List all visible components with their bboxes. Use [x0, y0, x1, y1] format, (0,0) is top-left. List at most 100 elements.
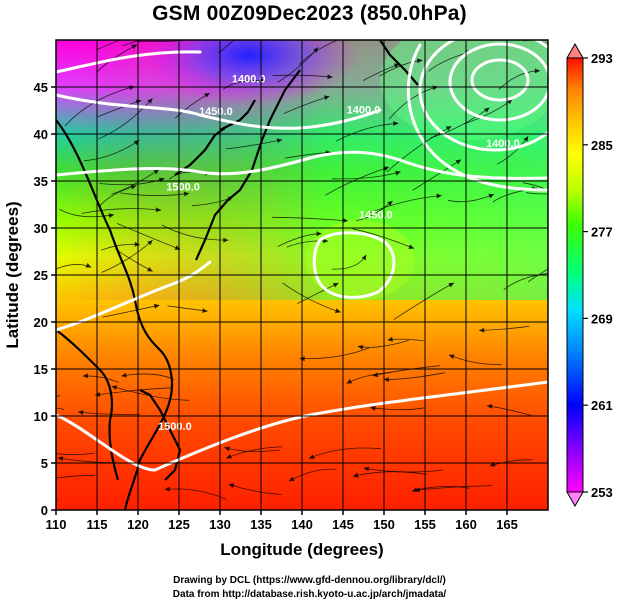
- streamline-arrow: [224, 446, 230, 452]
- y-tick-label: 5: [41, 456, 48, 471]
- y-tick-label: 45: [34, 80, 48, 95]
- streamline-arrow: [223, 237, 229, 243]
- streamline-arrow: [147, 98, 153, 104]
- streamline-arrow: [562, 17, 567, 23]
- y-tick-label: 10: [34, 409, 48, 424]
- streamline-arrow: [417, 58, 423, 64]
- streamline-arrow: [190, 32, 195, 37]
- contour-label: 1450.0: [359, 210, 393, 222]
- streamline: [272, 216, 348, 222]
- streamline: [119, 192, 190, 196]
- streamline-arrow: [395, 170, 401, 176]
- streamline-arrow: [316, 231, 322, 237]
- streamline: [83, 139, 140, 162]
- streamline-arrow: [488, 193, 494, 199]
- streamline-arrow: [111, 385, 118, 391]
- streamline: [164, 488, 227, 500]
- x-tick-label: 140: [291, 517, 313, 532]
- colorbar: 293 285 277 269 261 253: [566, 42, 613, 508]
- streamline-arrow: [202, 308, 208, 313]
- temperature-field: 1400.0 1400.0 1400.0 1450.0 1450.0 1500.0 1500…: [0, 9, 567, 510]
- streamline-arrow: [372, 372, 379, 378]
- streamline: [96, 40, 122, 51]
- streamline-arrow: [131, 44, 137, 50]
- streamline: [111, 385, 190, 401]
- streamline-arrow: [121, 372, 127, 378]
- streamline: [218, 40, 235, 54]
- streamline-arrow: [183, 191, 190, 197]
- streamline-arrow: [408, 244, 414, 249]
- streamline-arrow: [383, 166, 389, 171]
- streamline: [121, 40, 143, 47]
- streamline: [523, 40, 532, 42]
- x-tick-label: 155: [414, 517, 436, 532]
- streamline-arrow: [160, 26, 165, 31]
- streamline: [370, 407, 426, 411]
- colorbar-tick-label: 261: [591, 398, 613, 413]
- streamline: [429, 107, 490, 139]
- x-tick-label: 125: [168, 517, 190, 532]
- streamline-arrow: [523, 136, 529, 142]
- streamline-arrow: [387, 336, 393, 342]
- streamline: [56, 452, 95, 455]
- contour-label: 1400.0: [232, 73, 266, 85]
- streamline: [324, 166, 390, 196]
- streamline-arrow: [553, 271, 558, 276]
- streamline-arrow: [82, 373, 88, 379]
- lat-lon-grid: [56, 40, 548, 510]
- x-tick-label: 135: [250, 517, 272, 532]
- streamline-arrow: [313, 47, 319, 53]
- streamline-arrow: [383, 377, 389, 383]
- credit-dcl: Drawing by DCL (https://www.gfd-dennou.o…: [173, 575, 446, 586]
- streamline: [366, 195, 442, 215]
- streamline: [332, 171, 401, 180]
- streamline-arrow: [479, 327, 485, 333]
- streamline-arrow: [534, 68, 540, 74]
- streamline: [386, 125, 452, 173]
- streamline: [525, 192, 548, 195]
- streamline: [59, 208, 115, 218]
- streamline: [116, 223, 181, 250]
- x-tick-label: 120: [127, 517, 149, 532]
- streamline: [225, 139, 283, 150]
- contour-label: 1500.0: [166, 181, 200, 193]
- streamline-arrow: [436, 193, 442, 199]
- x-tick-label: 130: [209, 517, 231, 532]
- streamline-arrow: [12, 497, 18, 502]
- streamline-arrow: [153, 303, 160, 309]
- streamline-arrow: [153, 169, 159, 175]
- streamline-arrow: [0, 408, 3, 413]
- streamline-arrow: [57, 456, 64, 462]
- streamline-arrow: [204, 93, 210, 98]
- y-tick-label: 20: [34, 315, 48, 330]
- colorbar-scale: [566, 57, 584, 493]
- streamline: [335, 122, 399, 142]
- streamline: [522, 182, 548, 191]
- y-tick-label: 0: [41, 503, 48, 518]
- streamline-arrow: [147, 240, 153, 246]
- streamline: [95, 387, 171, 396]
- y-tick-label: 35: [34, 174, 48, 189]
- streamline-arrow: [309, 454, 315, 459]
- streamline-arrow: [265, 9, 271, 14]
- streamline-arrow: [387, 200, 393, 207]
- streamline-arrow: [327, 74, 333, 80]
- streamline: [111, 169, 160, 195]
- contour-label: 1500.0: [158, 421, 192, 433]
- streamline: [98, 98, 153, 140]
- credit-data: Data from http://database.rish.kyoto-u.a…: [172, 589, 447, 600]
- streamline-arrow: [41, 450, 47, 455]
- streamline: [56, 407, 65, 410]
- streamline-arrow: [332, 283, 339, 288]
- y-tick-label: 30: [34, 221, 48, 236]
- x-axis-ticks: 110 115 120 125 130 135 140 145 150 155 160 165: [46, 510, 518, 532]
- streamline-arrow: [411, 487, 418, 493]
- streamline: [56, 474, 96, 479]
- streamline: [81, 208, 162, 214]
- streamline-arrow: [289, 476, 295, 482]
- y-axis-label: Latitude (degrees): [3, 201, 22, 348]
- colorbar-tick-label: 293: [591, 51, 613, 66]
- streamline-arrow: [357, 345, 364, 350]
- streamline-arrow: [370, 405, 376, 411]
- colorbar-min-arrow: [566, 491, 584, 508]
